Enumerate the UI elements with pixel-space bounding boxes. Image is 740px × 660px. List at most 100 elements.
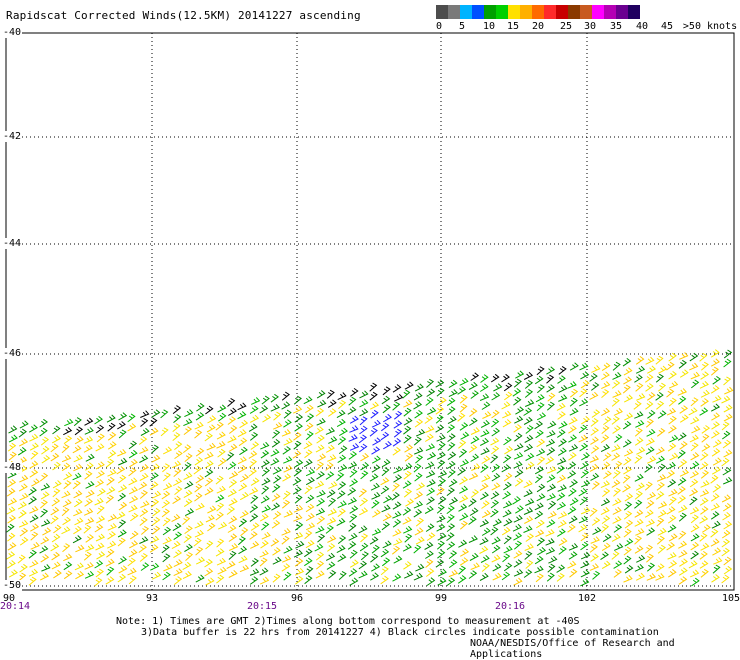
lat-label: -40 — [2, 27, 23, 38]
wind-barb — [558, 394, 568, 402]
wind-barb — [128, 449, 138, 459]
wind-barb — [261, 477, 271, 486]
wind-barb — [51, 435, 61, 444]
wind-barb — [72, 535, 82, 544]
wind-barb — [646, 562, 656, 572]
wind-barb — [325, 462, 334, 471]
wind-barb — [666, 506, 676, 515]
wind-barb — [393, 420, 403, 429]
wind-barb — [204, 468, 214, 478]
wind-barb — [404, 444, 414, 453]
wind-barb — [603, 470, 612, 480]
wind-barb — [448, 478, 458, 488]
wind-barb — [237, 464, 247, 474]
wind-barb — [482, 411, 492, 419]
wind-barb — [470, 453, 480, 462]
wind-barb — [568, 444, 579, 452]
wind-barb — [591, 382, 600, 391]
wind-barb — [139, 472, 149, 481]
wind-barb — [657, 501, 668, 509]
wind-barb — [557, 457, 567, 465]
wind-barb — [215, 548, 225, 557]
wind-barb — [656, 481, 665, 491]
wind-barb — [294, 494, 303, 504]
wind-barb — [250, 477, 260, 486]
wind-barb — [74, 436, 84, 445]
wind-barb — [317, 399, 327, 408]
wind-barb — [668, 352, 677, 362]
wind-barb — [204, 568, 214, 577]
wind-barb — [667, 514, 677, 524]
wind-barb — [195, 556, 206, 565]
wind-barb — [260, 495, 270, 504]
wind-barb — [437, 459, 446, 469]
wind-barb — [325, 471, 335, 480]
wind-barb — [272, 547, 281, 556]
wind-barb — [591, 365, 601, 373]
wind-barb — [348, 451, 358, 460]
wind-barb — [402, 480, 412, 489]
wind-barb — [710, 511, 720, 520]
wind-barb — [72, 480, 81, 490]
wind-barb — [294, 459, 304, 468]
wind-barb — [402, 543, 412, 552]
wind-barb — [668, 425, 677, 434]
wind-barb — [646, 455, 657, 464]
wind-barb — [514, 469, 524, 478]
wind-barb — [579, 388, 588, 398]
wind-barb — [371, 419, 381, 428]
wind-barb — [426, 577, 436, 586]
wind-barb — [292, 405, 303, 414]
wind-barb — [260, 450, 270, 459]
wind-barb — [435, 559, 445, 568]
wind-barb — [316, 417, 326, 426]
wind-barb — [238, 518, 248, 528]
wind-barb — [546, 430, 556, 438]
wind-barb — [273, 475, 282, 484]
wind-barb — [283, 464, 293, 473]
wind-barb — [690, 397, 699, 407]
wind-barb — [656, 517, 665, 527]
wind-barb — [636, 393, 646, 401]
wind-barb — [139, 489, 148, 499]
wind-barb — [315, 525, 325, 534]
wind-barb — [557, 484, 567, 492]
wind-barb — [492, 572, 502, 581]
wind-barb — [249, 513, 259, 522]
wind-barb — [271, 502, 281, 511]
wind-barb — [578, 488, 588, 497]
wind-barb — [601, 371, 610, 381]
wind-barb — [613, 524, 623, 533]
wind-barb — [459, 494, 469, 503]
wind-barb — [657, 509, 667, 518]
wind-barb — [658, 365, 668, 374]
legend-swatch — [520, 5, 532, 19]
wind-barb — [424, 541, 434, 550]
wind-barb — [425, 425, 435, 433]
wind-barb — [64, 418, 74, 427]
lon-label: 96 — [290, 593, 304, 604]
wind-barb — [569, 397, 578, 407]
wind-barb — [481, 455, 491, 464]
wind-barb — [182, 515, 191, 525]
wind-barb — [107, 531, 116, 540]
wind-barb — [216, 431, 226, 440]
wind-barb — [459, 485, 469, 494]
wind-barb — [261, 485, 270, 495]
lat-label: -44 — [2, 238, 23, 249]
wind-barb — [151, 525, 161, 535]
wind-barb — [371, 499, 380, 509]
wind-barb — [328, 408, 337, 417]
wind-barb — [381, 467, 390, 477]
wind-barb — [436, 387, 445, 397]
wind-barb — [678, 540, 688, 549]
wind-barb — [678, 359, 687, 369]
wind-barb — [501, 401, 511, 410]
wind-barb — [557, 375, 566, 384]
wind-barb — [556, 474, 567, 483]
wind-barb — [372, 437, 382, 446]
wind-barb — [127, 423, 137, 432]
wind-barb — [567, 461, 577, 470]
wind-barb — [569, 497, 579, 506]
wind-barb — [370, 482, 380, 491]
